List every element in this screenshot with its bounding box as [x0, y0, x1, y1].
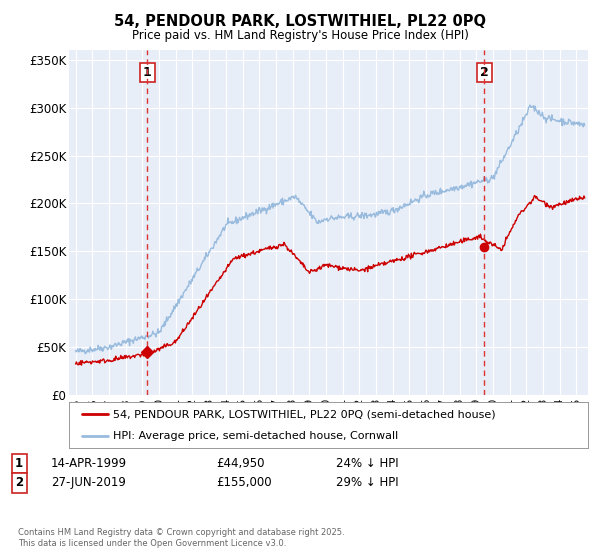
Text: 54, PENDOUR PARK, LOSTWITHIEL, PL22 0PQ (semi-detached house): 54, PENDOUR PARK, LOSTWITHIEL, PL22 0PQ … [113, 409, 496, 419]
Text: 54, PENDOUR PARK, LOSTWITHIEL, PL22 0PQ: 54, PENDOUR PARK, LOSTWITHIEL, PL22 0PQ [114, 14, 486, 29]
Text: 14-APR-1999: 14-APR-1999 [51, 457, 127, 470]
Text: £44,950: £44,950 [216, 457, 265, 470]
Text: £155,000: £155,000 [216, 476, 272, 489]
Text: Contains HM Land Registry data © Crown copyright and database right 2025.
This d: Contains HM Land Registry data © Crown c… [18, 528, 344, 548]
Text: 1: 1 [15, 457, 23, 470]
Text: 29% ↓ HPI: 29% ↓ HPI [336, 476, 398, 489]
Text: HPI: Average price, semi-detached house, Cornwall: HPI: Average price, semi-detached house,… [113, 431, 398, 441]
Text: 2: 2 [15, 476, 23, 489]
Text: 1: 1 [143, 66, 152, 79]
Text: 2: 2 [480, 66, 489, 79]
Text: 24% ↓ HPI: 24% ↓ HPI [336, 457, 398, 470]
Text: Price paid vs. HM Land Registry's House Price Index (HPI): Price paid vs. HM Land Registry's House … [131, 29, 469, 42]
Text: 27-JUN-2019: 27-JUN-2019 [51, 476, 126, 489]
